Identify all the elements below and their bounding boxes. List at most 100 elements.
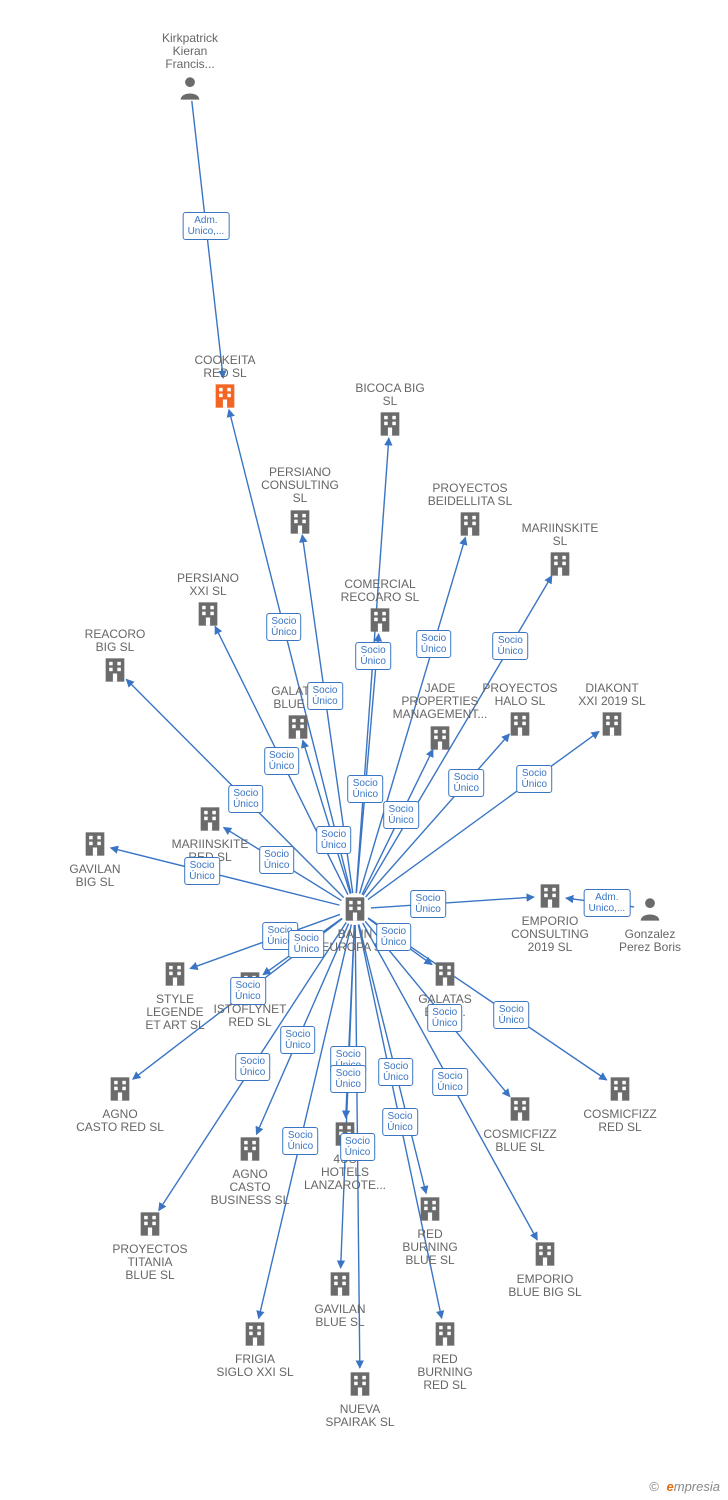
node-label: REDBURNINGRED SL [385, 1353, 505, 1393]
building-icon [106, 1075, 134, 1108]
edge-balin-mariinskite_red [224, 827, 342, 900]
node-label: COOKEITARED SL [165, 354, 285, 380]
node-nueva[interactable]: NUEVASPAIRAK SL [300, 1370, 420, 1431]
edge-label: SocioÚnico [376, 923, 412, 951]
node-kirkpatrick[interactable]: KirkpatrickKieranFrancis... [130, 32, 250, 107]
edge-balin-agno_red [133, 919, 343, 1080]
logo-e: e [667, 1479, 674, 1494]
node-persiano_cons[interactable]: PERSIANOCONSULTINGSL [240, 466, 360, 541]
node-red_red[interactable]: REDBURNINGRED SL [385, 1320, 505, 1395]
edge-balin-persiano_cons [302, 535, 353, 893]
edge-balin-proy_halo [366, 734, 510, 897]
edge-balin-cosmic_red [368, 918, 607, 1080]
edge-label: SocioÚnico [383, 801, 419, 829]
edge-label: SocioÚnico [355, 642, 391, 670]
edge-balin-jade [362, 749, 433, 894]
node-emporio_blue[interactable]: EMPORIOBLUE BIG SL [485, 1240, 605, 1301]
building-icon [506, 1095, 534, 1128]
node-cookeita[interactable]: COOKEITARED SL [165, 354, 285, 415]
node-bicoca[interactable]: BICOCA BIGSL [330, 382, 450, 443]
edge-balin-persiano_xxi [215, 626, 348, 894]
node-cosmic_blue[interactable]: COSMICFIZZBLUE SL [460, 1095, 580, 1156]
building-icon [416, 1195, 444, 1228]
edge-balin-galatas [303, 740, 351, 893]
node-label: MARIINSKITERED SL [150, 838, 270, 864]
edge-label: SocioÚnico [235, 1053, 271, 1081]
node-gavilan_blue[interactable]: GAVILANBLUE SL [280, 1270, 400, 1331]
node-red_blue[interactable]: REDBURNINGBLUE SL [370, 1195, 490, 1270]
node-gonzalez[interactable]: GonzalezPerez Boris [590, 895, 710, 956]
building-icon [136, 1210, 164, 1243]
node-label: GAVILANBIG SL [35, 863, 155, 889]
node-gavilan_big[interactable]: GAVILANBIG SL [35, 830, 155, 891]
person-icon [176, 74, 204, 107]
copyright-symbol: © [649, 1479, 659, 1494]
node-label: PROYECTOSTITANIABLUE SL [90, 1243, 210, 1283]
building-icon [431, 960, 459, 993]
logo-text: mpresia [674, 1479, 720, 1494]
building-icon [331, 1120, 359, 1153]
node-balin[interactable]: BALINEUROPA SL [295, 895, 415, 956]
node-label: MARIINSKITESL [500, 522, 620, 548]
edge-label: SocioÚnico [259, 846, 295, 874]
edge-balin-red_red [358, 925, 441, 1319]
edge-label: SocioÚnico [316, 826, 352, 854]
edge-label: SocioÚnico [448, 769, 484, 797]
building-icon [346, 1370, 374, 1403]
node-gala_blue[interactable]: GALATASBLUE... [385, 960, 505, 1021]
building-icon [606, 1075, 634, 1108]
building-icon [366, 606, 394, 639]
edge-label: SocioÚnico [494, 1001, 530, 1029]
node-diakont[interactable]: DIAKONTXXI 2019 SL [552, 682, 672, 743]
node-label: COSMICFIZZBLUE SL [460, 1128, 580, 1154]
node-galatas[interactable]: GALATASBLUE SL [238, 685, 358, 746]
node-jade[interactable]: JADEPROPERTIESMANAGEMENT... [380, 682, 500, 757]
node-istoflynet[interactable]: ISTOFLYNETRED SL [190, 970, 310, 1031]
node-emporio_cons[interactable]: EMPORIOCONSULTING2019 SL [490, 882, 610, 957]
node-style_leg[interactable]: STYLELEGENDEET ART SL [115, 960, 235, 1035]
node-4us[interactable]: 4USHOTELSLANZAROTE... [285, 1120, 405, 1195]
edge-label: SocioÚnico [228, 785, 264, 813]
edge-label: SocioÚnico [262, 922, 298, 950]
node-persiano_xxi[interactable]: PERSIANOXXI SL [148, 572, 268, 633]
node-proy_beid[interactable]: PROYECTOSBEIDELLITA SL [410, 482, 530, 543]
edge-label: SocioÚnico [340, 1133, 376, 1161]
node-label: JADEPROPERTIESMANAGEMENT... [380, 682, 500, 722]
building-icon [531, 1240, 559, 1273]
building-icon [284, 713, 312, 746]
footer-credit: © empresia [649, 1479, 720, 1494]
node-cosmic_red[interactable]: COSMICFIZZRED SL [560, 1075, 680, 1136]
building-icon [236, 970, 264, 1003]
node-label: REDBURNINGBLUE SL [370, 1228, 490, 1268]
building-icon [241, 1320, 269, 1353]
node-mariinskite_red[interactable]: MARIINSKITERED SL [150, 805, 270, 866]
edge-label: Adm.Unico,... [583, 889, 630, 917]
node-label: EMPORIOBLUE BIG SL [485, 1273, 605, 1299]
edge-balin-emporio_blue [363, 923, 538, 1240]
edge-label: SocioÚnico [382, 1108, 418, 1136]
edge-balin-comercial [356, 634, 378, 893]
edge-label: Adm.Unico,... [183, 212, 230, 240]
building-icon [194, 600, 222, 633]
edge-label: SocioÚnico [307, 682, 343, 710]
node-agno_bus[interactable]: AGNOCASTOBUSINESS SL [190, 1135, 310, 1210]
node-label: BALINEUROPA SL [295, 928, 415, 954]
edge-balin-red_blue [359, 925, 426, 1194]
node-frigia[interactable]: FRIGIASIGLO XXI SL [195, 1320, 315, 1381]
node-comercial[interactable]: COMERCIALRECOARO SL [320, 578, 440, 639]
node-proy_halo[interactable]: PROYECTOSHALO SL [460, 682, 580, 743]
edge-balin-reacoro [126, 679, 343, 897]
edge-label: SocioÚnico [330, 1065, 366, 1093]
node-label: REACOROBIG SL [55, 628, 175, 654]
node-agno_red[interactable]: AGNOCASTO RED SL [60, 1075, 180, 1136]
edge-label: SocioÚnico [493, 632, 529, 660]
node-reacoro[interactable]: REACOROBIG SL [55, 628, 175, 689]
edge-gonzalez-emporio_cons [566, 898, 634, 907]
edge-label: SocioÚnico [184, 857, 220, 885]
node-mariinskite[interactable]: MARIINSKITESL [500, 522, 620, 583]
node-label: COMERCIALRECOARO SL [320, 578, 440, 604]
edge-label: SocioÚnico [347, 775, 383, 803]
node-proy_titania[interactable]: PROYECTOSTITANIABLUE SL [90, 1210, 210, 1285]
node-label: GAVILANBLUE SL [280, 1303, 400, 1329]
edge-balin-mariinskite [363, 576, 552, 895]
